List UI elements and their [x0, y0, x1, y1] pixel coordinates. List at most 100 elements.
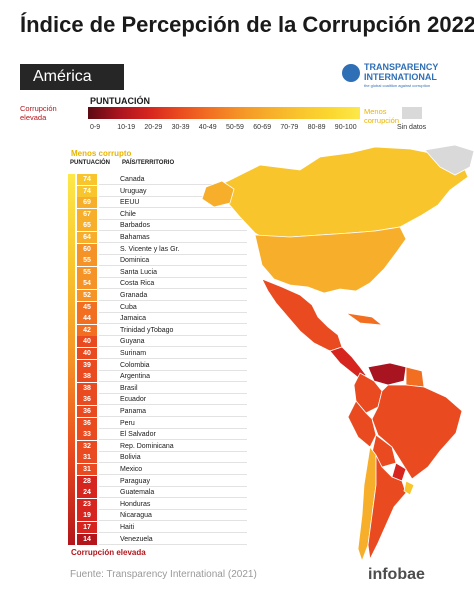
row-divider [99, 207, 247, 209]
country-cell: Ecuador [120, 396, 147, 404]
score-cell: 33 [77, 429, 97, 441]
map-region-canada [219, 146, 469, 240]
legend-tick-label: 80-89 [307, 124, 326, 131]
country-cell: Honduras [120, 500, 151, 508]
row-divider [99, 323, 247, 325]
score-cell: 74 [77, 185, 97, 197]
table-row: 40 Surinam [77, 348, 247, 359]
table-bottom-label: Corrupción elevada [71, 548, 146, 557]
country-cell: Surinam [120, 350, 147, 357]
row-divider [99, 520, 247, 522]
country-cell: Colombia [120, 361, 150, 369]
table-row: 24 Guatemala [77, 487, 247, 499]
map-region-usa [254, 226, 407, 294]
table-row: 44 Jamaica [77, 313, 247, 325]
row-divider [99, 532, 247, 533]
legend-left-line2: elevada [20, 113, 47, 122]
score-cell: 60 [77, 243, 97, 255]
score-cell: 40 [77, 348, 97, 359]
country-cell: Bolivia [120, 454, 141, 462]
row-divider [99, 497, 247, 499]
table-row: 36 Peru [77, 417, 247, 429]
country-cell: Chile [120, 210, 136, 218]
score-cell: 24 [77, 487, 97, 499]
map-region-argentina [367, 454, 407, 561]
infobae-logo: infobae [368, 566, 425, 583]
table-row: 39 Colombia [77, 359, 247, 371]
country-cell: Mexico [120, 466, 143, 473]
region-header-bar [20, 64, 124, 90]
country-column-header: PAÍS/TERRITORIO [122, 160, 175, 166]
globe-icon [342, 64, 360, 82]
table-row: 60 S. Vicente y las Gr. [77, 243, 247, 255]
legend-left-line1: Corrupción [20, 104, 57, 113]
page-title: Índice de Percepción de la Corrupción 20… [20, 12, 474, 37]
map-region-alaska [201, 180, 235, 208]
legend-right-line2: corrupción [364, 116, 400, 125]
score-cell: 31 [77, 452, 97, 464]
table-row: 54 Costa Rica [77, 278, 247, 290]
score-cell: 32 [77, 440, 97, 452]
country-cell: Paraguay [120, 477, 150, 485]
row-divider [99, 543, 247, 545]
legend-low-corruption-label: Menos corrupción [364, 107, 399, 125]
country-cell: S. Vicente y las Gr. [120, 245, 180, 253]
americas-map [201, 145, 474, 563]
score-cell: 40 [77, 336, 97, 348]
legend-tick-label: 60-69 [253, 124, 272, 131]
row-divider [99, 404, 247, 406]
legend-title: PUNTUACIÓN [90, 96, 150, 106]
country-cell: Dominica [120, 257, 150, 265]
score-cell: 36 [77, 394, 97, 406]
country-cell: Rep. Dominicana [120, 442, 174, 450]
transparency-international-logo: TRANSPARENCY INTERNATIONAL the global co… [342, 62, 452, 90]
table-row: 23 Honduras [77, 498, 247, 510]
country-cell: Brasil [120, 384, 138, 392]
map-region-colombia [353, 372, 383, 414]
table-row: 28 Paraguay [77, 475, 247, 487]
country-cell: Jamaica [120, 315, 147, 323]
table-row: 74 Canada [77, 174, 247, 185]
score-cell: 14 [77, 533, 97, 545]
map-region-central-america [329, 346, 367, 380]
country-cell: Santa Lucia [120, 268, 157, 276]
country-cell: Canada [120, 176, 145, 183]
row-divider [99, 300, 247, 301]
row-divider [99, 218, 247, 220]
table-row: 36 Panama [77, 406, 247, 417]
row-divider [99, 195, 247, 197]
score-cell: 38 [77, 382, 97, 394]
country-cell: Barbados [120, 222, 150, 230]
source-caption: Fuente: Transparency International (2021… [70, 569, 257, 580]
legend-tick-label: 20-29 [144, 124, 163, 131]
map-region-peru [347, 400, 377, 448]
score-cell: 74 [77, 174, 97, 185]
country-cell: Guyana [120, 338, 145, 346]
table-row: 32 Rep. Dominicana [77, 440, 247, 452]
score-cell: 31 [77, 464, 97, 475]
table-row: 33 El Salvador [77, 429, 247, 441]
country-cell: Argentina [120, 373, 150, 381]
score-cell: 17 [77, 522, 97, 533]
row-divider [99, 276, 247, 278]
row-divider [99, 358, 247, 359]
score-cell: 64 [77, 232, 97, 243]
legend-no-data-label: Sin datos [397, 124, 427, 131]
row-divider [99, 242, 247, 243]
legend-tick-label: 50-59 [226, 124, 244, 131]
table-row: 52 Granada [77, 290, 247, 301]
country-cell: Uruguay [120, 187, 147, 195]
score-gradient-bar [68, 174, 75, 545]
table-row: 74 Uruguay [77, 185, 247, 197]
table-row: 65 Barbados [77, 220, 247, 232]
row-divider [99, 392, 247, 394]
table-row: 55 Dominica [77, 255, 247, 267]
country-cell: Costa Rica [120, 280, 155, 288]
legend-right-line1: Menos [364, 107, 387, 116]
legend-tick-label: 30-39 [171, 124, 190, 131]
score-cell: 69 [77, 197, 97, 209]
legend-no-data-swatch [402, 107, 422, 119]
country-cell: Nicaragua [120, 512, 152, 520]
row-divider [99, 265, 247, 267]
table-row: 14 Venezuela [77, 533, 247, 545]
